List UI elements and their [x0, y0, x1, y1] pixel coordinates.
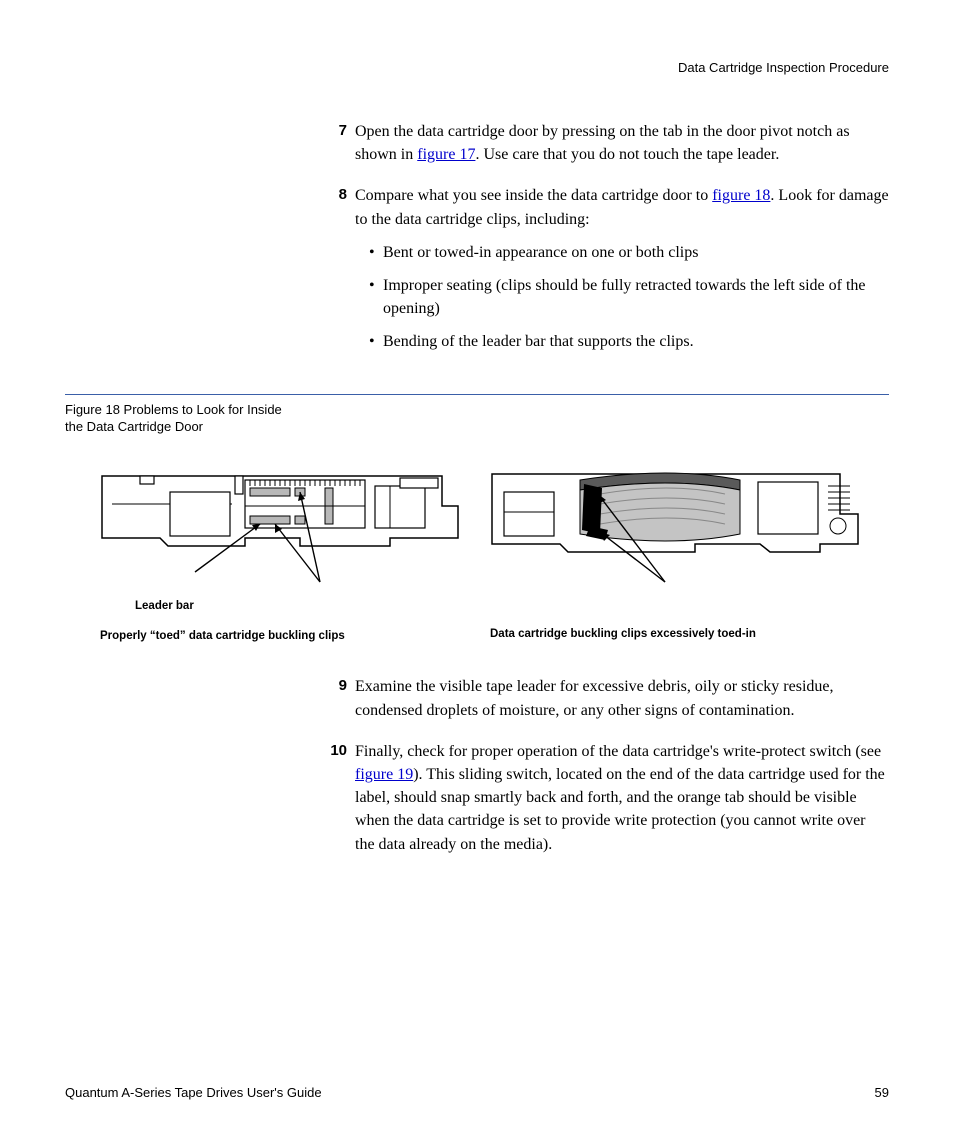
leader-bar-label: Leader bar	[135, 597, 460, 615]
page-header: Data Cartridge Inspection Procedure	[65, 60, 889, 75]
figure-right-drawing	[490, 464, 860, 589]
bullet-text: Bent or towed-in appearance on one or bo…	[383, 241, 889, 264]
step-7: 7 Open the data cartridge door by pressi…	[325, 120, 889, 166]
figure-right-labels: Data cartridge buckling clips excessivel…	[490, 597, 860, 643]
figure-18-link[interactable]: figure 18	[712, 187, 770, 204]
step-text: ). This sliding switch, located on the e…	[355, 766, 885, 853]
figure-19-link[interactable]: figure 19	[355, 766, 413, 783]
step-body: Compare what you see inside the data car…	[355, 184, 889, 363]
step-number: 8	[325, 184, 347, 363]
bullet-mark: •	[355, 274, 383, 320]
step-body: Finally, check for proper operation of t…	[355, 740, 889, 856]
step-10: 10 Finally, check for proper operation o…	[325, 740, 889, 856]
figure-18-section: Figure 18 Problems to Look for Inside th…	[65, 394, 889, 646]
step-text: . Use care that you do not touch the tap…	[475, 146, 779, 163]
step-text: Compare what you see inside the data car…	[355, 187, 712, 204]
page-footer: Quantum A-Series Tape Drives User's Guid…	[65, 1085, 889, 1100]
excessive-toed-label: Data cartridge buckling clips excessivel…	[490, 625, 860, 643]
step-number: 7	[325, 120, 347, 166]
figure-17-link[interactable]: figure 17	[417, 146, 475, 163]
section-title: Data Cartridge Inspection Procedure	[678, 60, 889, 75]
figure-left-drawing	[100, 464, 460, 589]
footer-guide-title: Quantum A-Series Tape Drives User's Guid…	[65, 1085, 322, 1100]
footer-page-number: 59	[875, 1085, 889, 1100]
bullet-list: • Bent or towed-in appearance on one or …	[355, 241, 889, 354]
step-body: Examine the visible tape leader for exce…	[355, 675, 889, 721]
bullet-text: Improper seating (clips should be fully …	[383, 274, 889, 320]
bullet-text: Bending of the leader bar that supports …	[383, 330, 889, 353]
step-body: Open the data cartridge door by pressing…	[355, 120, 889, 166]
bullet-mark: •	[355, 330, 383, 353]
step-9: 9 Examine the visible tape leader for ex…	[325, 675, 889, 721]
content-top: 7 Open the data cartridge door by pressi…	[325, 120, 889, 364]
bullet-mark: •	[355, 241, 383, 264]
figure-rule	[65, 394, 889, 395]
step-8: 8 Compare what you see inside the data c…	[325, 184, 889, 363]
figure-left-labels: Leader bar Properly “toed” data cartridg…	[100, 597, 460, 646]
bullet-item: • Bending of the leader bar that support…	[355, 330, 889, 353]
properly-toed-label: Properly “toed” data cartridge buckling …	[100, 627, 460, 645]
content-bottom: 9 Examine the visible tape leader for ex…	[325, 675, 889, 855]
step-number: 10	[325, 740, 347, 856]
figure-right-panel: Data cartridge buckling clips excessivel…	[490, 464, 860, 646]
bullet-item: • Improper seating (clips should be full…	[355, 274, 889, 320]
step-text: Finally, check for proper operation of t…	[355, 743, 881, 760]
figure-left-panel: Leader bar Properly “toed” data cartridg…	[100, 464, 460, 646]
step-number: 9	[325, 675, 347, 721]
figure-caption: Figure 18 Problems to Look for Inside th…	[65, 401, 290, 436]
figure-panels: Leader bar Properly “toed” data cartridg…	[65, 464, 889, 646]
bullet-item: • Bent or towed-in appearance on one or …	[355, 241, 889, 264]
